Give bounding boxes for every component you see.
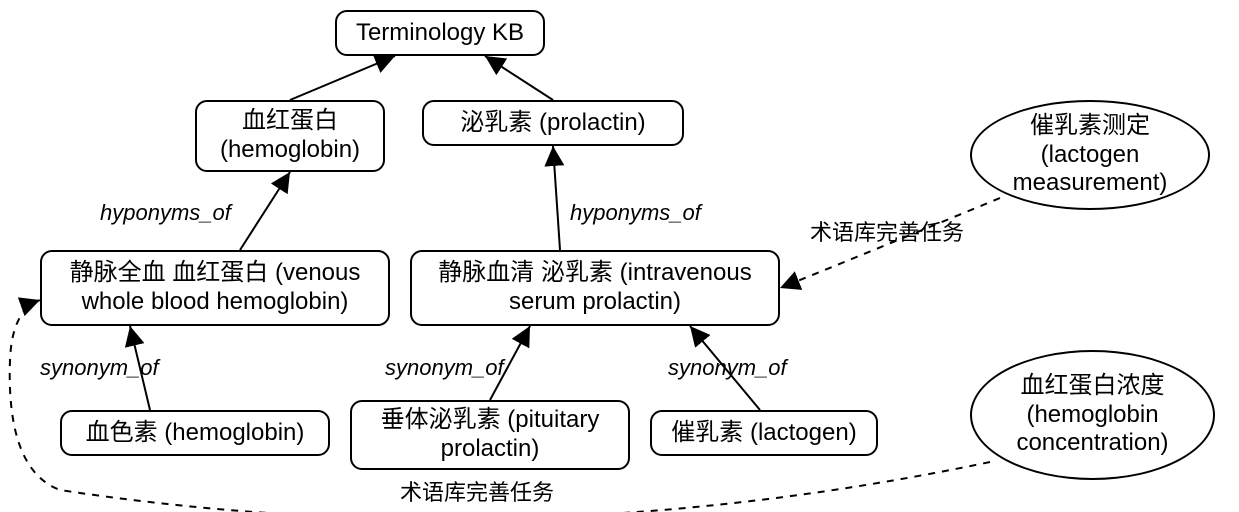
node-label: 血色素 (hemoglobin) — [86, 419, 305, 448]
task-label-1: 术语库完善任务 — [810, 215, 964, 247]
node-label: 静脉血清 泌乳素 (intravenous serum prolactin) — [420, 259, 770, 317]
node-hemoglobin: 血红蛋白 (hemoglobin) — [195, 100, 385, 172]
node-label: 催乳素测定 (lactogen measurement) — [980, 112, 1200, 198]
node-label: 静脉全血 血红蛋白 (venous whole blood hemoglobin… — [50, 259, 380, 317]
node-prolactin: 泌乳素 (prolactin) — [422, 100, 684, 146]
node-hemoglobin-synonym: 血色素 (hemoglobin) — [60, 410, 330, 456]
node-label: 血红蛋白浓度 (hemoglobin concentration) — [980, 372, 1205, 458]
node-label: 泌乳素 (prolactin) — [460, 109, 645, 138]
edge-label-hyponyms-1: hyponyms_of — [100, 200, 231, 226]
node-label: Terminology KB — [356, 19, 524, 48]
node-intravenous-serum-prolactin: 静脉血清 泌乳素 (intravenous serum prolactin) — [410, 250, 780, 326]
edge-label-synonym-3: synonym_of — [668, 355, 787, 381]
node-terminology-kb: Terminology KB — [335, 10, 545, 56]
edge-label-hyponyms-2: hyponyms_of — [570, 200, 701, 226]
node-pituitary-prolactin: 垂体泌乳素 (pituitary prolactin) — [350, 400, 630, 470]
node-label: 催乳素 (lactogen) — [671, 419, 856, 448]
node-label: 血红蛋白 (hemoglobin) — [205, 107, 375, 165]
node-venous-whole-blood-hemoglobin: 静脉全血 血红蛋白 (venous whole blood hemoglobin… — [40, 250, 390, 326]
edge-label-synonym-1: synonym_of — [40, 355, 159, 381]
node-lactogen: 催乳素 (lactogen) — [650, 410, 878, 456]
task-label-2: 术语库完善任务 — [400, 475, 554, 507]
node-label: 垂体泌乳素 (pituitary prolactin) — [360, 406, 620, 464]
node-lactogen-measurement: 催乳素测定 (lactogen measurement) — [970, 100, 1210, 210]
node-hemoglobin-concentration: 血红蛋白浓度 (hemoglobin concentration) — [970, 350, 1215, 480]
edge-label-synonym-2: synonym_of — [385, 355, 504, 381]
